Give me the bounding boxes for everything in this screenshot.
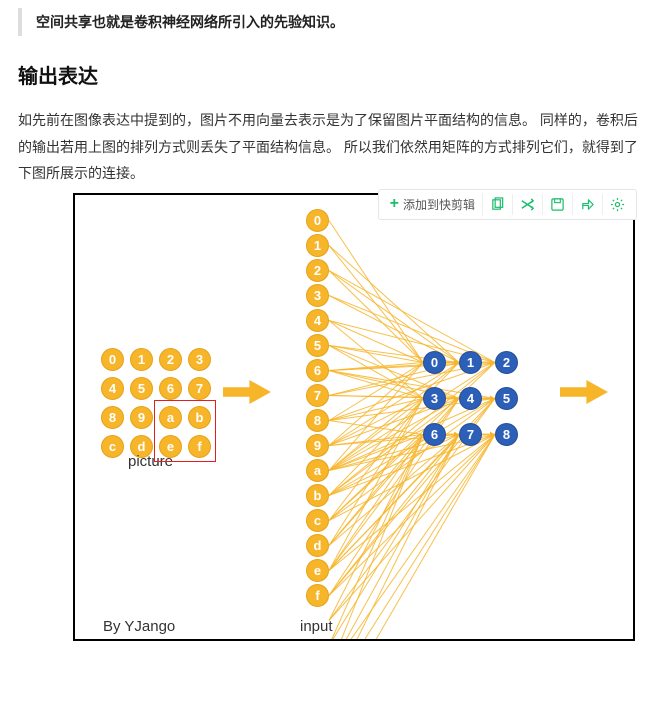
output-node: 7 <box>459 423 482 446</box>
blockquote: 空间共享也就是卷积神经网络所引入的先验知识。 <box>18 8 647 36</box>
plus-icon: + <box>390 196 399 212</box>
picture-node: c <box>101 435 124 458</box>
shuffle-icon <box>520 197 535 212</box>
input-node: b <box>306 484 329 507</box>
output-node: 2 <box>495 351 518 374</box>
input-node: 1 <box>306 234 329 257</box>
input-node: 7 <box>306 384 329 407</box>
output-node: 0 <box>423 351 446 374</box>
picture-node: 2 <box>159 348 182 371</box>
input-node: d <box>306 534 329 557</box>
input-caption: input <box>300 618 333 635</box>
figure-toolbar: + 添加到快剪辑 <box>378 189 637 220</box>
add-label: 添加到快剪辑 <box>403 196 475 213</box>
input-node: 6 <box>306 359 329 382</box>
input-node: 9 <box>306 434 329 457</box>
section-heading: 输出表达 <box>18 60 647 89</box>
cnn-diagram: 0123456789abcdefpicture0123456789abcdefi… <box>73 193 635 641</box>
output-node: 6 <box>423 423 446 446</box>
output-node: 4 <box>459 387 482 410</box>
kernel-highlight-box <box>154 400 216 462</box>
picture-node: 4 <box>101 377 124 400</box>
output-node: 8 <box>495 423 518 446</box>
save-icon <box>550 197 565 212</box>
picture-node: 5 <box>130 377 153 400</box>
picture-node: 8 <box>101 406 124 429</box>
arrow-picture-to-input <box>223 380 271 404</box>
paragraph: 如先前在图像表达中提到的，图片不用向量去表示是为了保留图片平面结构的信息。 同样… <box>18 107 647 187</box>
picture-node: 9 <box>130 406 153 429</box>
input-node: 8 <box>306 409 329 432</box>
output-node: 3 <box>423 387 446 410</box>
arrow-output-right <box>560 380 608 404</box>
figure-byline: By YJango <box>103 618 175 635</box>
picture-node: 1 <box>130 348 153 371</box>
input-node: 2 <box>306 259 329 282</box>
picture-node: 6 <box>159 377 182 400</box>
copy-button[interactable] <box>483 194 513 215</box>
input-node: 3 <box>306 284 329 307</box>
picture-node: 7 <box>188 377 211 400</box>
output-node: 5 <box>495 387 518 410</box>
output-node: 1 <box>459 351 482 374</box>
gear-icon <box>610 197 625 212</box>
copy-icon <box>490 197 505 212</box>
input-node: a <box>306 459 329 482</box>
settings-button[interactable] <box>603 194 632 215</box>
picture-node: 0 <box>101 348 124 371</box>
shuffle-button[interactable] <box>513 194 543 215</box>
input-node: f <box>306 584 329 607</box>
quote-text: 空间共享也就是卷积神经网络所引入的先验知识。 <box>36 12 647 32</box>
share-button[interactable] <box>573 194 603 215</box>
input-node: 0 <box>306 209 329 232</box>
input-node: e <box>306 559 329 582</box>
input-node: c <box>306 509 329 532</box>
share-icon <box>580 197 595 212</box>
input-node: 4 <box>306 309 329 332</box>
save-button[interactable] <box>543 194 573 215</box>
picture-node: 3 <box>188 348 211 371</box>
add-to-clip-button[interactable]: + 添加到快剪辑 <box>383 193 483 216</box>
input-node: 5 <box>306 334 329 357</box>
